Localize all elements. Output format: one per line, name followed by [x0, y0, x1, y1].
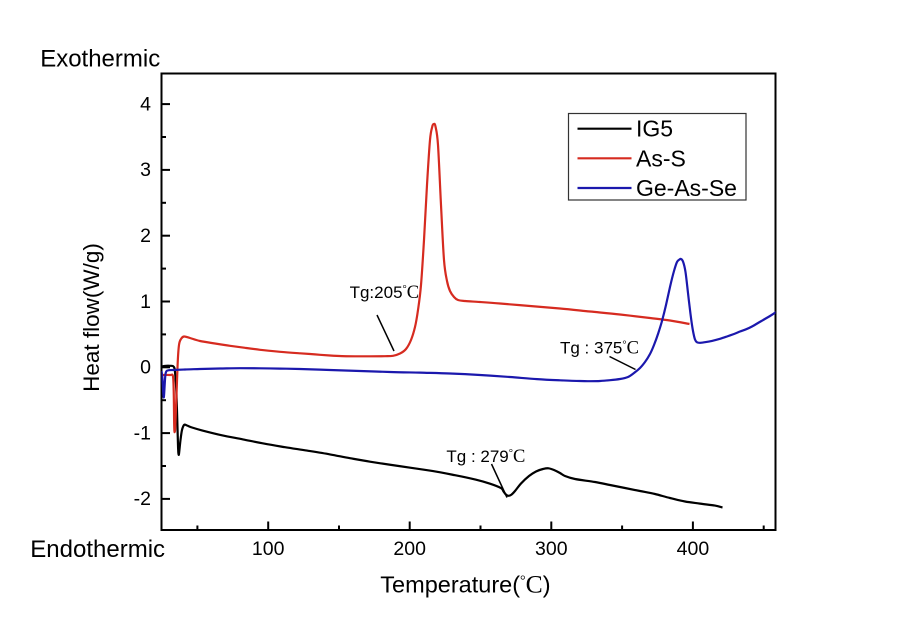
svg-text:300: 300	[535, 538, 568, 560]
svg-text:Heat flow(W/g): Heat flow(W/g)	[79, 243, 104, 392]
svg-text:100: 100	[252, 538, 285, 560]
svg-text:1: 1	[140, 291, 151, 313]
svg-text:Tg : 279°C: Tg : 279°C	[446, 447, 525, 467]
svg-text:Tg : 375°C: Tg : 375°C	[560, 338, 639, 358]
svg-text:As-S: As-S	[636, 145, 686, 171]
svg-text:4: 4	[140, 93, 151, 115]
svg-text:Tg:205°C: Tg:205°C	[350, 283, 419, 303]
svg-text:200: 200	[393, 538, 426, 560]
svg-text:Ge-As-Se: Ge-As-Se	[636, 175, 737, 201]
svg-text:0: 0	[140, 357, 151, 379]
svg-text:3: 3	[140, 159, 151, 181]
svg-text:Temperature(°C): Temperature(°C)	[380, 570, 550, 599]
svg-text:2: 2	[140, 225, 151, 247]
svg-text:-1: -1	[134, 422, 151, 444]
svg-text:Exothermic: Exothermic	[40, 46, 160, 73]
svg-text:Endothermic: Endothermic	[30, 536, 165, 563]
svg-text:400: 400	[677, 538, 710, 560]
svg-text:IG5: IG5	[636, 116, 673, 142]
svg-text:-2: -2	[134, 488, 151, 510]
